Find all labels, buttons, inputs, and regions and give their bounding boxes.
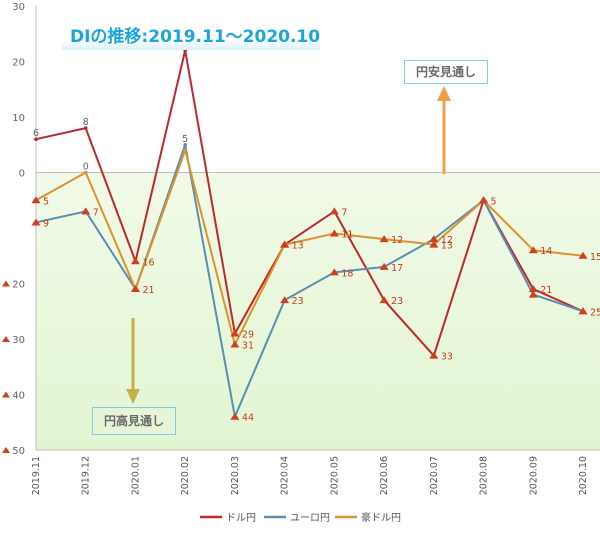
data-point-marker xyxy=(429,351,439,359)
data-point-marker xyxy=(429,240,439,248)
data-point-marker xyxy=(329,229,339,237)
data-point-marker xyxy=(81,207,91,215)
data-point-marker xyxy=(230,329,240,337)
data-label: 11 xyxy=(341,230,353,241)
data-point-marker xyxy=(329,207,339,215)
data-label: 23 xyxy=(292,296,304,307)
y-tick-marker xyxy=(2,391,10,398)
data-label: 17 xyxy=(391,263,403,274)
x-tick-label: 2020.08 xyxy=(479,456,490,495)
data-point-marker xyxy=(130,285,140,293)
data-point-marker xyxy=(479,196,489,204)
data-label: 21 xyxy=(142,285,154,296)
y-tick-label: 50 xyxy=(12,446,25,457)
data-point-marker xyxy=(578,307,588,315)
data-point-marker xyxy=(280,296,290,304)
y-tick-label: 20 xyxy=(12,58,25,69)
data-label: 14 xyxy=(540,246,552,257)
legend-label: ドル円 xyxy=(226,513,256,524)
negative-zone-shade xyxy=(36,172,600,450)
x-tick-label: 2019.11 xyxy=(31,456,42,495)
data-label: 16 xyxy=(142,257,154,268)
data-point-marker xyxy=(130,257,140,265)
data-point-marker xyxy=(31,218,41,226)
y-tick-marker xyxy=(2,280,10,287)
x-tick-label: 2020.06 xyxy=(379,456,390,495)
x-tick-label: 2020.04 xyxy=(280,456,291,495)
y-tick-label: 20 xyxy=(12,280,25,291)
data-label: 21 xyxy=(540,285,552,296)
data-point-marker xyxy=(379,235,389,243)
yen-weak-callout: 円安見通し xyxy=(404,60,488,84)
data-point-marker xyxy=(329,268,339,276)
data-label: 7 xyxy=(341,207,347,218)
data-label: 15 xyxy=(590,252,600,263)
data-label: 6 xyxy=(33,128,39,139)
y-tick-label: 30 xyxy=(12,335,25,346)
data-label: 33 xyxy=(441,352,453,363)
up-arrow-head xyxy=(437,86,451,101)
series-line xyxy=(35,149,584,346)
data-point-marker xyxy=(230,412,240,420)
x-tick-label: 2020.02 xyxy=(180,456,191,495)
data-label: 13 xyxy=(441,241,453,252)
data-label: 44 xyxy=(242,413,254,424)
data-point-marker xyxy=(31,196,41,204)
data-point-marker xyxy=(183,148,187,153)
x-tick-label: 2019.12 xyxy=(81,456,92,495)
data-label: 23 xyxy=(391,296,403,307)
data-point-marker xyxy=(34,137,38,141)
data-label: 8 xyxy=(83,117,89,128)
data-label: 7 xyxy=(93,207,99,218)
x-tick-label: 2020.01 xyxy=(130,456,141,495)
data-label: 12 xyxy=(391,235,403,246)
data-label: 31 xyxy=(242,341,254,352)
chart-title: DIの推移:2019.11～2020.10 xyxy=(70,27,321,47)
data-label: 5 xyxy=(43,196,49,207)
series-line xyxy=(35,143,584,418)
y-tick-label: 10 xyxy=(12,113,25,124)
yen-strong-callout: 円高見通し xyxy=(92,407,176,435)
x-tick-label: 2020.09 xyxy=(528,456,539,495)
x-tick-label: 2020.07 xyxy=(429,456,440,495)
data-label: 5 xyxy=(182,134,188,145)
data-point-marker xyxy=(379,296,389,304)
data-point-marker xyxy=(280,240,290,248)
title-backdrop xyxy=(62,18,320,50)
data-point-marker xyxy=(528,246,538,254)
y-tick-marker xyxy=(2,447,10,453)
data-label: 13 xyxy=(292,241,304,252)
y-tick-label: 40 xyxy=(12,391,25,402)
data-point-marker xyxy=(83,126,88,130)
legend-label: 豪ドル円 xyxy=(361,511,401,524)
data-point-marker xyxy=(528,290,538,298)
x-tick-label: 2020.05 xyxy=(329,456,340,495)
data-label: 25 xyxy=(590,307,600,318)
y-tick-marker xyxy=(2,336,10,342)
data-label: 18 xyxy=(341,268,353,279)
data-label: 0 xyxy=(83,162,89,173)
x-tick-label: 2020.10 xyxy=(578,456,589,495)
data-point-marker xyxy=(379,262,389,270)
data-point-marker xyxy=(183,142,187,147)
legend-label: ユーロ円 xyxy=(290,513,330,524)
x-tick-label: 2020.03 xyxy=(230,456,241,495)
data-label: 29 xyxy=(242,329,254,340)
y-tick-label: 0 xyxy=(19,169,25,180)
y-tick-label: 30 xyxy=(12,2,25,13)
data-label: 5 xyxy=(491,196,497,207)
data-point-marker xyxy=(83,170,88,175)
data-label: 9 xyxy=(43,218,49,229)
data-point-marker xyxy=(429,235,439,243)
data-point-marker xyxy=(528,285,538,293)
data-point-marker xyxy=(578,251,588,259)
data-label: 12 xyxy=(441,235,453,246)
down-arrow-head xyxy=(126,389,140,404)
data-point-marker xyxy=(230,340,240,348)
